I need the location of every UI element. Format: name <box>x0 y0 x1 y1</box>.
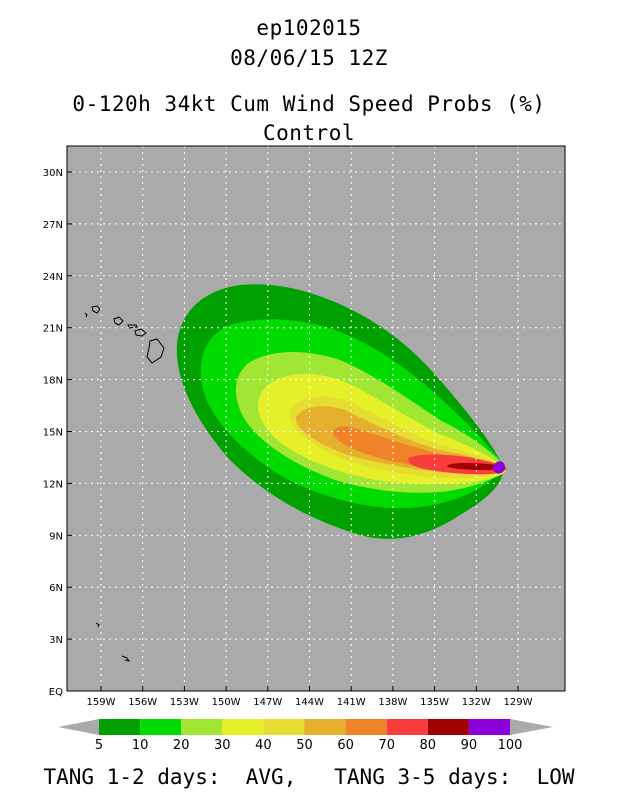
colorbar-label: 5 <box>95 738 103 753</box>
island-kauai <box>91 305 101 314</box>
prob-contour-90 <box>493 461 505 474</box>
init-time-title: 08/06/15 12Z <box>230 46 388 70</box>
lat-label: 27N <box>43 220 63 231</box>
lon-label: 132W <box>462 697 491 708</box>
lon-label: 141W <box>337 697 366 708</box>
colorbar-swatch <box>263 719 305 735</box>
product-title: 0-120h 34kt Cum Wind Speed Probs (%) <box>72 92 546 116</box>
lat-label: 21N <box>43 324 63 335</box>
axis-labels: 30N 27N 24N 21N 18N 15N 12N 9N 6N 3N EQ 159W 156W 153… <box>43 168 533 708</box>
prob-contour-80 <box>447 463 506 470</box>
lon-label: 129W <box>504 697 533 708</box>
colorbar-right-arrow <box>510 719 553 735</box>
lat-label: 24N <box>43 272 63 283</box>
colorbar-label: 10 <box>132 738 149 753</box>
colorbar-label: 60 <box>337 738 354 753</box>
run-title: Control <box>262 121 355 145</box>
lat-label: 12N <box>43 479 63 490</box>
colorbar-swatch <box>181 719 223 735</box>
island-niihau <box>84 312 88 318</box>
lon-label: 156W <box>128 697 157 708</box>
island-maui <box>134 328 147 337</box>
island-atoll-a <box>95 622 100 628</box>
lon-label: 159W <box>87 697 116 708</box>
island-atoll-b <box>121 655 131 662</box>
colorbar-label: 100 <box>498 738 523 753</box>
lon-label: 135W <box>420 697 449 708</box>
colorbar-label: 40 <box>255 738 272 753</box>
lon-label: 150W <box>212 697 241 708</box>
lat-label: 9N <box>49 531 63 542</box>
island-hawaii <box>146 338 165 364</box>
storm-id-title: ep102015 <box>256 16 362 40</box>
colorbar-label: 30 <box>214 738 231 753</box>
lat-label: 3N <box>49 635 63 646</box>
graticule <box>67 146 565 691</box>
colorbar-label: 80 <box>420 738 437 753</box>
colorbar-swatch <box>304 719 346 735</box>
hawaiian-islands <box>84 305 165 662</box>
colorbar-swatch <box>427 719 469 735</box>
colorbar-label: 90 <box>461 738 478 753</box>
island-oahu <box>113 316 124 326</box>
lat-label: 30N <box>43 168 63 179</box>
lat-label: 15N <box>43 428 63 439</box>
colorbar-left-arrow <box>58 719 99 735</box>
lon-label: 147W <box>253 697 282 708</box>
probability-swath <box>176 284 507 539</box>
colorbar-label: 50 <box>296 738 313 753</box>
lat-label: EQ <box>49 687 63 698</box>
lon-label: 144W <box>295 697 324 708</box>
lat-label: 6N <box>49 583 63 594</box>
colorbar-swatch <box>99 719 141 735</box>
colorbar-swatch <box>468 719 510 735</box>
colorbar-label: 20 <box>173 738 190 753</box>
lat-label: 18N <box>43 376 63 387</box>
lon-label: 153W <box>170 697 199 708</box>
colorbar: 5 10 20 30 40 50 60 70 80 90 100 <box>58 719 553 753</box>
lon-label: 138W <box>378 697 407 708</box>
colorbar-swatch <box>345 719 387 735</box>
island-molokai <box>127 324 138 329</box>
colorbar-swatch <box>140 719 182 735</box>
colorbar-label: 70 <box>378 738 395 753</box>
colorbar-swatch <box>222 719 264 735</box>
colorbar-swatch <box>386 719 428 735</box>
map-frame <box>66 145 566 692</box>
tang-footer: TANG 1-2 days: AVG, TANG 3-5 days: LOW <box>43 765 575 789</box>
